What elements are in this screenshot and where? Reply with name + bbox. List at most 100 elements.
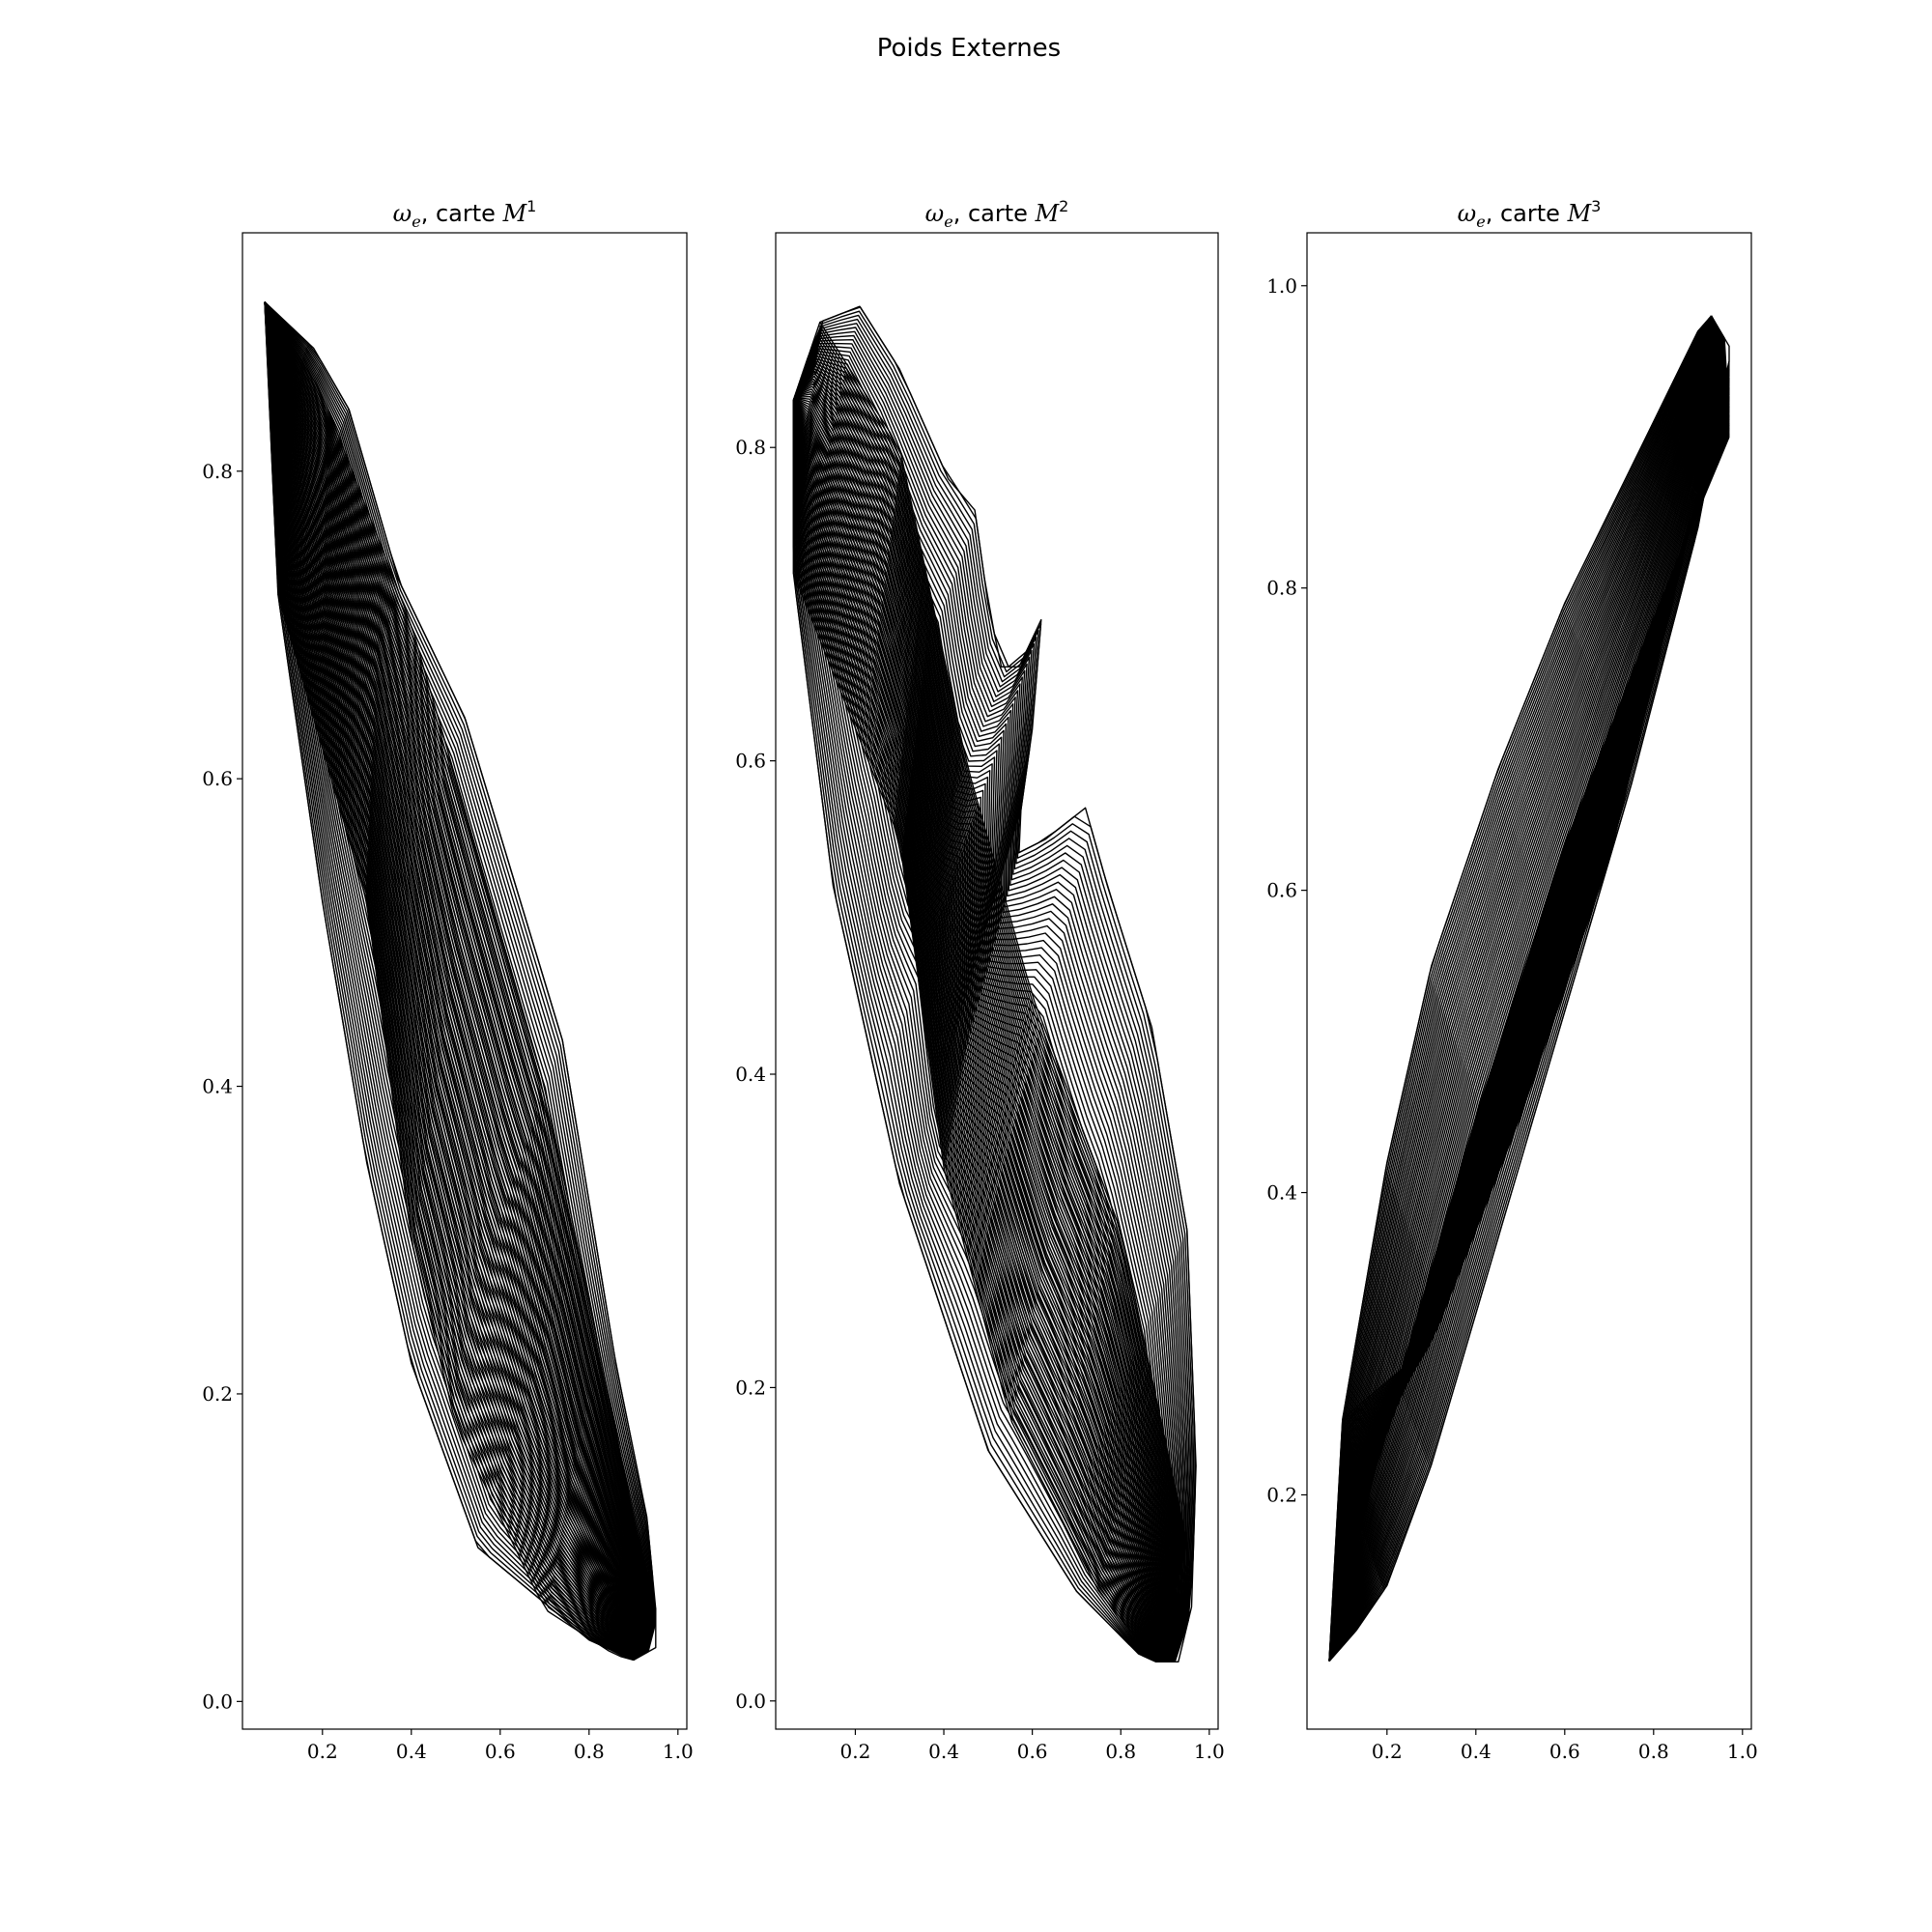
mesh-outline [1328,315,1730,1662]
mesh-line [274,535,639,1651]
mesh-line [272,489,642,1643]
mesh-line [792,400,1157,1662]
mesh-line [792,400,1157,1662]
mesh-line [264,301,656,1662]
mesh-line [1328,315,1713,1662]
panel-m3: ωe, carte M3 0.2 0.4 0.6 0.8 1.0 0.2 0.4 0.6 0.8 1… [1266,197,1758,1763]
mesh-line [1328,315,1725,1662]
mesh-line [275,564,637,1656]
y-tick-label: 0.8 [202,460,233,483]
mesh-line [792,400,1157,1662]
y-tick-label: 0.8 [735,436,766,459]
mesh-line [272,485,642,1642]
mesh-line [802,479,1169,1619]
mesh-line [270,443,646,1634]
mesh-line [792,318,1192,1662]
mesh-line [275,555,638,1655]
mesh-line [796,536,1162,1646]
mesh-line [267,377,651,1623]
mesh-line [270,451,645,1636]
mesh-line [816,343,1185,1555]
mesh-line [266,352,653,1619]
mesh-line [809,414,1177,1589]
mesh-line [1328,315,1713,1662]
x-tick-label: 0.4 [928,1740,959,1763]
mesh-line [264,309,656,1611]
mesh-line [269,418,648,1631]
mesh-line [792,345,1183,1662]
mesh-line [815,357,1184,1562]
mesh-line [807,436,1174,1599]
mesh-line [1328,315,1713,1662]
mesh-line [810,396,1179,1580]
mesh-line [817,339,1186,1553]
mesh-line [270,456,645,1636]
mesh [792,305,1197,1662]
mesh-line [792,323,1191,1662]
mesh-line [800,500,1166,1629]
mesh-line [1328,316,1714,1662]
mesh-line [792,400,1157,1662]
mesh-line [264,305,657,1610]
mesh-line [792,400,1157,1662]
mesh-outline [792,400,1157,1662]
y-tick-label: 0.0 [202,1690,233,1713]
mesh-line [810,411,1178,1587]
mesh-line [272,497,641,1644]
mesh-line [273,519,640,1648]
mesh-line [274,544,639,1652]
mesh-line [272,501,641,1645]
mesh-line [276,573,636,1658]
y-tick-label: 0.2 [735,1376,766,1399]
mesh-line [795,551,1160,1653]
mesh-line [264,301,655,1662]
mesh-line [810,408,1178,1585]
mesh-line [1328,315,1727,1662]
mesh-line [801,494,1167,1626]
mesh-line [811,393,1179,1578]
mesh-line [269,410,648,1629]
mesh-line [795,547,1160,1651]
mesh-line [815,354,1184,1560]
mesh-line [270,431,647,1633]
mesh-line [271,472,643,1639]
mesh-line [792,339,1185,1662]
mesh-line [270,447,645,1635]
mesh-line [1342,360,1730,1420]
mesh-line [268,381,651,1624]
mesh-line [265,334,654,1615]
mesh-line [1328,315,1713,1662]
mesh-line [1328,315,1713,1662]
mesh-line [800,497,1167,1628]
panel-m2: ωe, carte M2 0.2 0.4 0.6 0.8 1.0 0.0 0.2 0.4 0.6 0… [735,197,1225,1763]
mesh-line [818,328,1187,1548]
mesh-line [813,375,1181,1570]
mesh-line [792,314,1194,1662]
mesh-line [817,335,1186,1551]
mesh [264,301,657,1662]
y-tick-label: 0.8 [1266,577,1297,600]
y-tick-label: 0.6 [202,767,233,790]
mesh-line [813,372,1182,1569]
x-tick-label: 0.6 [485,1740,516,1763]
mesh-line [268,393,650,1626]
y-tick-label: 0.6 [735,750,766,773]
mesh-line [793,561,1158,1658]
mesh-line [792,334,1187,1662]
mesh-line [267,372,651,1622]
mesh-line [271,481,643,1641]
y-tick-label: 0.0 [735,1690,766,1713]
mesh-line [811,389,1179,1577]
mesh-line [797,526,1163,1641]
mesh-line [808,425,1176,1594]
mesh-outline [264,301,657,1662]
mesh-line [818,325,1188,1547]
mesh-line [273,506,641,1646]
mesh-line [792,400,1157,1662]
mesh-line [792,388,1167,1662]
mesh-line [264,301,652,1661]
mesh-line [265,318,656,1612]
mesh-outline [1328,315,1713,1662]
mesh-line [806,450,1173,1605]
